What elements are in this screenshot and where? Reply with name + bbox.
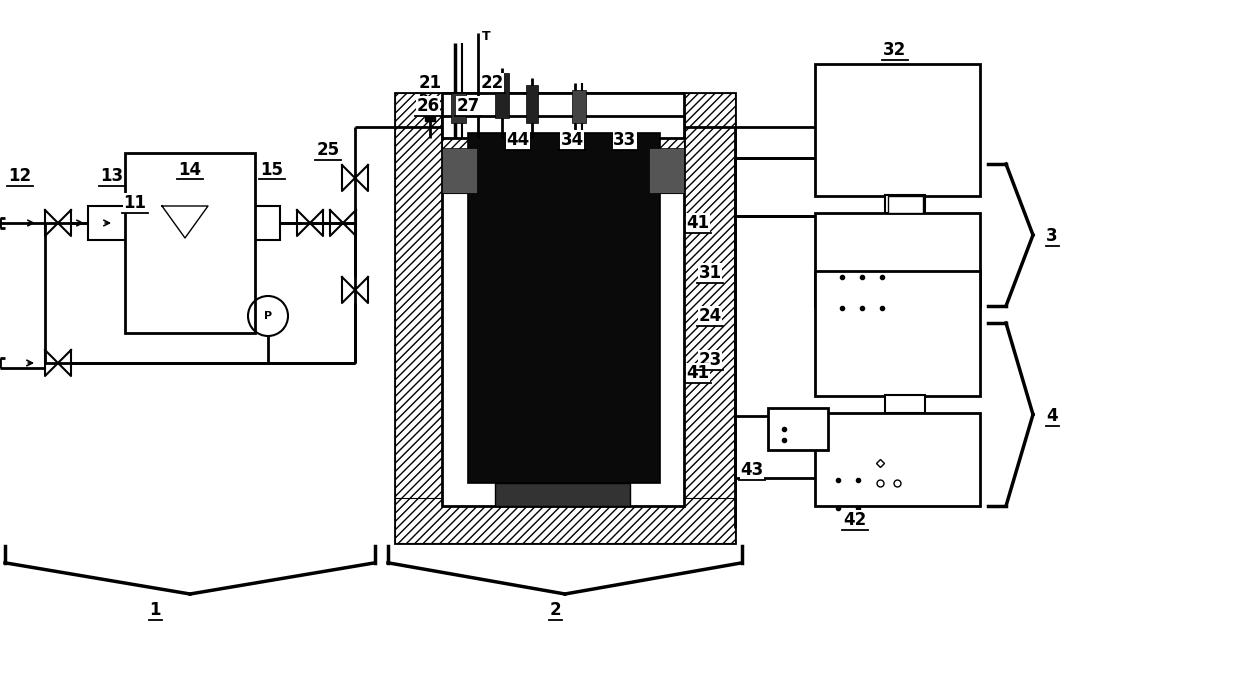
Bar xyxy=(614,138,684,193)
Bar xyxy=(450,103,675,498)
Text: 31: 31 xyxy=(698,264,722,282)
Bar xyxy=(451,93,466,123)
Bar xyxy=(815,413,980,506)
Text: 26: 26 xyxy=(417,97,439,115)
Text: 15: 15 xyxy=(260,161,284,179)
Text: 2: 2 xyxy=(549,601,560,619)
Text: 1: 1 xyxy=(149,601,161,619)
Bar xyxy=(467,133,660,483)
Bar xyxy=(396,93,450,543)
Bar xyxy=(815,64,980,196)
Bar xyxy=(238,206,280,240)
Text: T: T xyxy=(482,30,491,43)
Text: 27: 27 xyxy=(456,97,480,115)
Bar xyxy=(441,116,684,138)
Bar xyxy=(458,95,668,490)
Bar xyxy=(888,196,923,213)
Bar xyxy=(815,271,980,396)
Bar xyxy=(125,153,255,333)
Bar xyxy=(495,73,508,118)
Text: 11: 11 xyxy=(124,194,146,212)
Bar xyxy=(935,460,963,476)
Text: 43: 43 xyxy=(740,461,764,479)
Bar xyxy=(935,483,963,499)
Bar xyxy=(768,408,828,450)
Bar xyxy=(935,283,963,299)
Bar xyxy=(675,93,735,543)
Text: 41: 41 xyxy=(687,214,709,232)
Text: 21: 21 xyxy=(418,74,441,92)
Bar xyxy=(441,138,510,193)
Bar xyxy=(885,395,925,413)
Bar xyxy=(88,206,130,240)
Bar xyxy=(885,195,925,213)
Bar xyxy=(526,85,538,123)
Bar xyxy=(572,90,587,123)
Text: 25: 25 xyxy=(316,141,340,159)
Text: 33: 33 xyxy=(614,131,636,149)
Text: 32: 32 xyxy=(883,41,906,59)
Bar xyxy=(815,213,980,306)
Bar xyxy=(935,260,963,276)
Text: 14: 14 xyxy=(179,161,202,179)
Text: P: P xyxy=(418,93,428,106)
Bar xyxy=(649,148,684,193)
Text: 42: 42 xyxy=(843,511,867,529)
Text: 41: 41 xyxy=(687,364,709,382)
Text: 13: 13 xyxy=(100,167,124,185)
Bar xyxy=(396,93,735,543)
Text: P: P xyxy=(264,311,272,321)
Text: 44: 44 xyxy=(506,131,529,149)
Text: 24: 24 xyxy=(698,307,722,325)
Text: 23: 23 xyxy=(698,351,722,369)
Text: 34: 34 xyxy=(560,131,584,149)
Bar xyxy=(396,498,735,543)
Text: 4: 4 xyxy=(1047,407,1058,425)
Bar xyxy=(441,148,477,193)
Bar xyxy=(495,483,630,506)
Bar xyxy=(441,93,684,506)
Text: 12: 12 xyxy=(9,167,31,185)
Text: 22: 22 xyxy=(480,74,503,92)
Bar xyxy=(155,200,215,246)
Text: 3: 3 xyxy=(1047,227,1058,245)
